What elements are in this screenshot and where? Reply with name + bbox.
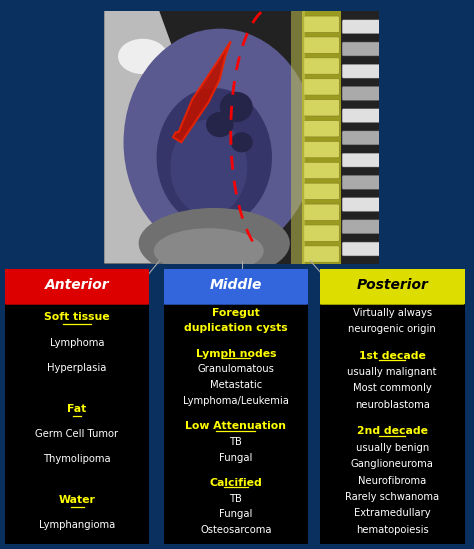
FancyBboxPatch shape — [162, 266, 310, 305]
Text: Fungal: Fungal — [219, 452, 253, 463]
FancyBboxPatch shape — [342, 220, 381, 234]
Text: Calcified: Calcified — [210, 478, 262, 488]
FancyBboxPatch shape — [342, 175, 381, 189]
Text: usually malignant: usually malignant — [347, 367, 437, 377]
FancyBboxPatch shape — [342, 131, 381, 145]
Polygon shape — [104, 11, 201, 264]
FancyBboxPatch shape — [3, 266, 151, 305]
FancyBboxPatch shape — [319, 266, 466, 305]
Ellipse shape — [156, 88, 272, 227]
Ellipse shape — [206, 112, 234, 137]
Text: Lymphoma/Leukemia: Lymphoma/Leukemia — [183, 396, 289, 406]
Text: Posterior: Posterior — [356, 278, 428, 293]
Ellipse shape — [231, 132, 253, 153]
FancyBboxPatch shape — [303, 58, 339, 74]
Text: Most commonly: Most commonly — [353, 384, 432, 394]
FancyBboxPatch shape — [342, 20, 381, 33]
Text: Fat: Fat — [67, 404, 87, 414]
Ellipse shape — [138, 208, 290, 279]
Text: Granulomatous: Granulomatous — [197, 365, 274, 374]
Text: Soft tissue: Soft tissue — [44, 312, 110, 322]
Polygon shape — [173, 41, 231, 142]
FancyBboxPatch shape — [317, 264, 467, 549]
FancyBboxPatch shape — [342, 109, 381, 122]
Text: Foregut: Foregut — [212, 307, 260, 317]
Ellipse shape — [149, 75, 181, 99]
FancyBboxPatch shape — [303, 246, 339, 262]
FancyBboxPatch shape — [303, 204, 339, 221]
Text: TB: TB — [229, 494, 242, 503]
Text: Lymph nodes: Lymph nodes — [196, 349, 276, 358]
FancyBboxPatch shape — [2, 264, 152, 549]
Ellipse shape — [220, 92, 253, 122]
Text: Virtually always: Virtually always — [353, 308, 432, 318]
Text: neurogenic origin: neurogenic origin — [348, 324, 436, 334]
FancyBboxPatch shape — [161, 264, 311, 549]
FancyBboxPatch shape — [342, 64, 381, 78]
Text: TB: TB — [229, 437, 242, 447]
Ellipse shape — [124, 29, 316, 256]
FancyBboxPatch shape — [303, 16, 339, 32]
Text: Neurofibroma: Neurofibroma — [358, 475, 426, 485]
Ellipse shape — [118, 39, 167, 74]
Text: usually benign: usually benign — [356, 442, 429, 452]
Text: Anterior: Anterior — [45, 278, 109, 293]
Text: 1st decade: 1st decade — [359, 351, 426, 361]
FancyBboxPatch shape — [303, 37, 339, 53]
FancyBboxPatch shape — [342, 87, 381, 100]
FancyBboxPatch shape — [303, 79, 339, 95]
FancyBboxPatch shape — [303, 163, 339, 178]
FancyBboxPatch shape — [342, 198, 381, 211]
Text: Lymphangioma: Lymphangioma — [39, 520, 115, 530]
Text: Lymphoma: Lymphoma — [50, 338, 104, 348]
Text: Water: Water — [59, 495, 95, 505]
Text: Osteosarcoma: Osteosarcoma — [200, 525, 272, 535]
Text: Metastatic: Metastatic — [210, 380, 262, 390]
Text: Middle: Middle — [210, 278, 262, 293]
Text: hematopoiesis: hematopoiesis — [356, 525, 428, 535]
Text: Ganglioneuroma: Ganglioneuroma — [351, 459, 434, 469]
FancyBboxPatch shape — [303, 183, 339, 200]
Text: duplication cysts: duplication cysts — [184, 323, 288, 333]
FancyBboxPatch shape — [303, 99, 339, 116]
Ellipse shape — [154, 228, 264, 273]
FancyBboxPatch shape — [342, 42, 381, 56]
FancyBboxPatch shape — [303, 142, 339, 158]
Text: 2nd decade: 2nd decade — [357, 426, 428, 436]
Text: Rarely schwanoma: Rarely schwanoma — [345, 492, 439, 502]
Ellipse shape — [170, 120, 247, 216]
Text: Extramedullary: Extramedullary — [354, 508, 430, 518]
Bar — [291, 11, 305, 264]
Text: Fungal: Fungal — [219, 509, 253, 519]
FancyBboxPatch shape — [303, 225, 339, 242]
Text: neuroblastoma: neuroblastoma — [355, 400, 429, 410]
Text: Germ Cell Tumor: Germ Cell Tumor — [36, 429, 118, 439]
FancyBboxPatch shape — [342, 153, 381, 167]
Text: Hyperplasia: Hyperplasia — [47, 363, 107, 373]
FancyBboxPatch shape — [303, 120, 339, 137]
Text: Low Attenuation: Low Attenuation — [185, 421, 286, 431]
FancyBboxPatch shape — [342, 242, 381, 256]
Text: Thymolipoma: Thymolipoma — [43, 455, 111, 464]
Bar — [302, 11, 341, 264]
